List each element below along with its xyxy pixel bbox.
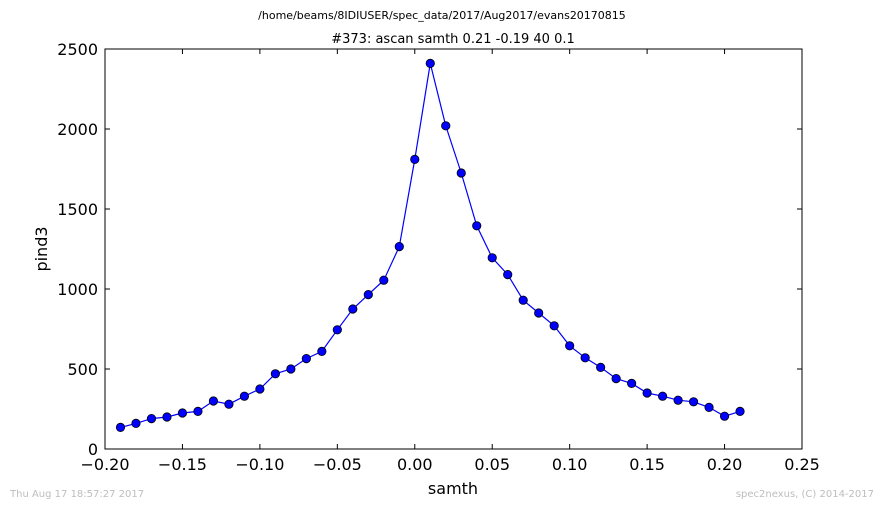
- data-point: [348, 304, 358, 314]
- x-axis-label: samth: [428, 479, 478, 498]
- x-tick-label: 0.05: [474, 455, 510, 474]
- data-point: [208, 396, 219, 406]
- data-point: [239, 391, 249, 401]
- data-point: [518, 295, 528, 305]
- data-point: [131, 418, 141, 428]
- data-point: [162, 412, 172, 422]
- chart-title: #373: ascan samth 0.21 -0.19 40 0.1: [331, 32, 575, 47]
- data-point: [394, 242, 404, 252]
- data-point: [565, 341, 575, 351]
- data-point: [301, 353, 311, 364]
- data-point: [146, 413, 157, 424]
- data-point: [657, 391, 668, 401]
- x-tick-label: 0.20: [707, 455, 743, 474]
- data-point: [456, 168, 466, 178]
- data-point: [270, 369, 280, 379]
- data-point: [224, 399, 234, 409]
- data-point: [549, 321, 559, 331]
- x-tick-label: 0.10: [552, 455, 588, 474]
- data-point: [255, 384, 265, 394]
- x-tick-label: 0.15: [629, 455, 665, 474]
- data-point: [642, 388, 652, 398]
- data-point: [193, 406, 203, 416]
- data-point: [719, 411, 730, 421]
- footer-timestamp: Thu Aug 17 18:57:27 2017: [10, 489, 145, 500]
- chart-suptitle: /home/beams/8IDIUSER/spec_data/2017/Aug2…: [258, 9, 626, 22]
- data-point: [410, 154, 420, 164]
- data-point: [472, 221, 482, 231]
- data-point: [115, 422, 126, 432]
- data-point: [177, 408, 188, 418]
- data-point: [332, 325, 342, 335]
- axis-ticks: −0.20 −0.15 −0.10 −0.05 0.00 0.05 0.10 0.15 0.20…: [57, 40, 820, 474]
- data-point: [580, 353, 590, 363]
- data-point: [363, 289, 373, 300]
- x-tick-label: −0.10: [235, 455, 284, 474]
- data-point: [487, 253, 497, 263]
- y-tick-label: 500: [67, 360, 98, 379]
- x-tick-label: −0.15: [158, 455, 207, 474]
- data-point: [503, 269, 513, 280]
- data-point: [704, 402, 714, 412]
- x-tick-label: 0.25: [784, 455, 820, 474]
- y-tick-label: 1000: [57, 280, 98, 299]
- plot-area: [104, 48, 803, 450]
- data-point: [425, 58, 435, 69]
- y-tick-label: 1500: [57, 200, 98, 219]
- y-tick-label: 2000: [57, 120, 98, 139]
- y-tick-label: 2500: [57, 40, 98, 59]
- data-point: [534, 308, 544, 318]
- data-point: [596, 362, 606, 372]
- series-line-group: [115, 58, 745, 432]
- x-tick-label: −0.05: [313, 455, 362, 474]
- data-point: [627, 378, 637, 388]
- x-tick-label: 0.00: [397, 455, 433, 474]
- data-point: [735, 406, 745, 416]
- data-point: [286, 364, 296, 374]
- data-point: [441, 121, 451, 131]
- data-point: [688, 397, 699, 407]
- data-point: [673, 395, 683, 405]
- y-tick-label: 0: [88, 440, 98, 459]
- x-tick-label: −0.20: [80, 455, 129, 474]
- footer-credit: spec2nexus, (C) 2014-2017: [735, 489, 874, 500]
- data-point: [379, 275, 389, 285]
- y-axis-label: pind3: [32, 226, 51, 271]
- data-point: [611, 373, 621, 384]
- data-point: [317, 346, 327, 356]
